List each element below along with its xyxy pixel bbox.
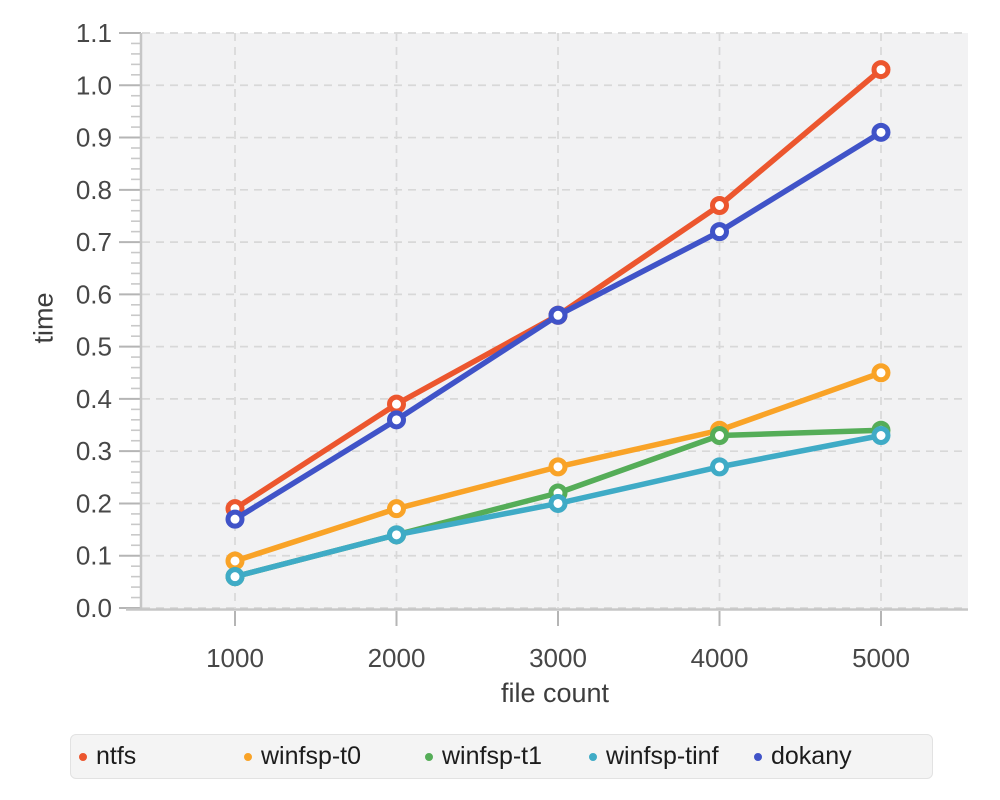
legend-marker-icon bbox=[244, 752, 252, 761]
y-tick-label: 0.1 bbox=[76, 541, 112, 571]
y-tick-label: 0.3 bbox=[76, 436, 112, 466]
legend-marker-icon bbox=[754, 752, 762, 761]
series-marker-ntfs-4000 bbox=[710, 196, 729, 215]
series-marker-winfsp-tinf-1000 bbox=[225, 567, 245, 587]
legend-label: ntfs bbox=[96, 742, 137, 770]
series-marker-ntfs-5000 bbox=[871, 60, 891, 80]
legend-item-dokany: dokany bbox=[754, 744, 932, 769]
legend-item-winfsp-t0: winfsp-t0 bbox=[244, 744, 425, 769]
y-tick-label: 0.0 bbox=[76, 593, 112, 623]
series-marker-dokany-2000 bbox=[387, 410, 406, 430]
y-tick-label: 0.9 bbox=[76, 123, 112, 153]
y-tick-label: 1.1 bbox=[76, 18, 112, 48]
series-marker-dokany-1000 bbox=[225, 509, 245, 529]
series-marker-ntfs-2000 bbox=[387, 394, 406, 414]
series-marker-dokany-4000 bbox=[710, 222, 729, 242]
series-marker-winfsp-tinf-2000 bbox=[387, 525, 406, 545]
series-marker-winfsp-t0-3000 bbox=[548, 457, 568, 477]
series-marker-winfsp-t1-4000 bbox=[710, 426, 729, 445]
legend-item-winfsp-t1: winfsp-t1 bbox=[425, 744, 589, 769]
series-marker-winfsp-tinf-5000 bbox=[871, 426, 891, 445]
series-marker-dokany-5000 bbox=[871, 122, 891, 142]
y-tick-label: 0.2 bbox=[76, 488, 112, 518]
y-axis-title: time bbox=[28, 292, 59, 344]
legend-marker-icon bbox=[589, 752, 597, 761]
x-tick-label: 2000 bbox=[368, 643, 426, 673]
legend-label: winfsp-tinf bbox=[606, 742, 719, 770]
legend-item-winfsp-tinf: winfsp-tinf bbox=[589, 744, 754, 769]
series-marker-winfsp-t0-2000 bbox=[387, 499, 406, 519]
series-marker-dokany-3000 bbox=[548, 305, 568, 325]
legend-label: winfsp-t1 bbox=[442, 742, 543, 770]
legend-marker-icon bbox=[79, 752, 87, 761]
x-axis-title: file count bbox=[500, 678, 610, 708]
series-marker-winfsp-t0-1000 bbox=[225, 551, 245, 571]
y-tick-label: 0.5 bbox=[76, 332, 112, 362]
series-marker-winfsp-tinf-4000 bbox=[710, 457, 729, 477]
legend-label: dokany bbox=[771, 742, 852, 770]
legend: ntfs winfsp-t0 winfsp-t1 winfsp-tinf dokany bbox=[70, 734, 933, 779]
y-tick-label: 0.7 bbox=[76, 227, 112, 257]
y-tick-label: 1.0 bbox=[76, 70, 112, 100]
y-tick-label: 0.8 bbox=[76, 175, 112, 205]
x-tick-label: 3000 bbox=[529, 643, 587, 673]
x-tick-label: 5000 bbox=[852, 643, 910, 673]
series-marker-winfsp-t0-5000 bbox=[871, 363, 891, 383]
y-tick-label: 0.4 bbox=[76, 384, 112, 414]
legend-marker-icon bbox=[425, 752, 433, 761]
x-tick-label: 1000 bbox=[206, 643, 264, 673]
legend-item-ntfs: ntfs bbox=[79, 744, 244, 769]
y-tick-label: 0.6 bbox=[76, 279, 112, 309]
x-tick-label: 4000 bbox=[691, 643, 749, 673]
series-marker-winfsp-tinf-3000 bbox=[548, 493, 568, 513]
line-chart: 0.0 0.1 0.2 0.3 0.4 0.5 0.6 0.7 0.8 0.9 1.0 1.1 1000… bbox=[76, 18, 968, 673]
legend-label: winfsp-t0 bbox=[261, 742, 362, 770]
